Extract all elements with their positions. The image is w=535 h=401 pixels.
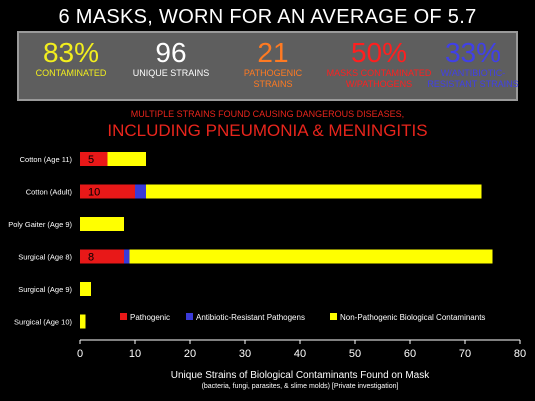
legend-label: Pathogenic bbox=[130, 313, 170, 322]
stat-contaminated: 83% CONTAMINATED bbox=[21, 33, 121, 79]
legend-swatch bbox=[120, 313, 127, 320]
bar-segment-antibiotic-resistant bbox=[124, 249, 130, 264]
stat-label: PATHOGENIC bbox=[243, 68, 303, 78]
x-tick-label: 80 bbox=[514, 348, 526, 360]
bar-segment-non-pathogenic bbox=[107, 152, 146, 166]
legend-swatch bbox=[186, 313, 193, 320]
bar-segment-antibiotic-resistant bbox=[135, 184, 146, 199]
stat-value: 50% bbox=[350, 37, 408, 68]
x-axis-subtitle: (bacteria, fungi, parasites, & slime mol… bbox=[201, 383, 399, 390]
subheading-line2: INCLUDING PNEUMONIA & MENINGITIS bbox=[107, 121, 428, 140]
bar-data-label: 10 bbox=[88, 187, 100, 199]
stat-label: CONTAMINATED bbox=[35, 68, 107, 78]
bar-segment-non-pathogenic bbox=[80, 314, 86, 329]
x-tick-label: 60 bbox=[404, 348, 416, 360]
stat-value: 33% bbox=[444, 37, 502, 68]
bar-data-label: 8 bbox=[88, 252, 94, 264]
category-label: Cotton (Age 11) bbox=[20, 155, 73, 164]
stat-masks-with-pathogens: 50% MASKS CONTAMINATED W/PATHOGENS bbox=[319, 33, 439, 90]
stat-pathogenic-strains: 21 PATHOGENIC STRAINS bbox=[223, 33, 323, 90]
x-tick-label: 30 bbox=[239, 348, 251, 360]
bar-segment-non-pathogenic bbox=[80, 217, 124, 231]
stat-value: 21 bbox=[257, 37, 289, 68]
legend-label: Non-Pathogenic Biological Contaminants bbox=[340, 313, 485, 322]
stat-label: W/PATHOGENS bbox=[345, 79, 413, 89]
stat-value: 96 bbox=[155, 37, 187, 68]
bar-segment-non-pathogenic bbox=[80, 282, 91, 296]
bar-segment-non-pathogenic bbox=[129, 249, 493, 264]
x-tick-label: 50 bbox=[349, 348, 361, 360]
bar-segment-non-pathogenic bbox=[146, 184, 482, 199]
category-label: Surgical (Age 9) bbox=[18, 285, 72, 294]
legend-label: Antibiotic-Resistant Pathogens bbox=[196, 313, 305, 322]
category-label: Surgical (Age 8) bbox=[18, 253, 72, 262]
stat-value: 83% bbox=[42, 37, 100, 68]
stats-panel: 83% CONTAMINATED 96 UNIQUE STRAINS 21 PA… bbox=[17, 31, 519, 101]
category-label: Surgical (Age 10) bbox=[14, 318, 72, 327]
stat-label: UNIQUE STRAINS bbox=[132, 68, 210, 78]
subheading-line1: MULTIPLE STRAINS FOUND CAUSING DANGEROUS… bbox=[130, 109, 405, 119]
legend-swatch bbox=[330, 313, 337, 320]
stat-label: MASKS CONTAMINATED bbox=[326, 68, 432, 78]
stat-label: W/ANTIBIOTIC- bbox=[440, 68, 506, 78]
stat-label: RESISTANT STRAINS bbox=[427, 79, 519, 89]
x-tick-label: 20 bbox=[184, 348, 196, 360]
stat-antibiotic-resistant: 33% W/ANTIBIOTIC- RESISTANT STRAINS bbox=[423, 33, 523, 90]
category-label: Cotton (Adult) bbox=[26, 188, 73, 197]
x-tick-label: 10 bbox=[129, 348, 141, 360]
stat-unique-strains: 96 UNIQUE STRAINS bbox=[121, 33, 221, 79]
stat-label: STRAINS bbox=[253, 79, 293, 89]
x-tick-label: 40 bbox=[294, 348, 306, 360]
x-tick-label: 0 bbox=[77, 348, 83, 360]
x-axis-title: Unique Strains of Biological Contaminant… bbox=[170, 370, 430, 381]
bar-segment-pathogenic bbox=[80, 152, 108, 166]
category-label: Poly Gaiter (Age 9) bbox=[8, 220, 72, 229]
bar-segment-pathogenic bbox=[80, 249, 124, 264]
bar-segment-pathogenic bbox=[80, 184, 135, 199]
bar-data-label: 5 bbox=[88, 154, 94, 166]
x-tick-label: 70 bbox=[459, 348, 471, 360]
